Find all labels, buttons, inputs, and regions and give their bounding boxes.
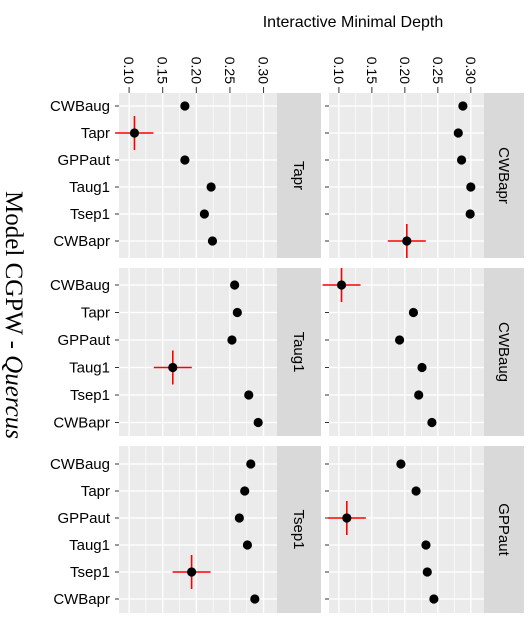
data-point [422,567,432,577]
data-point [129,128,140,138]
data-point [242,540,253,550]
data-point [230,280,240,290]
data-point [429,594,439,604]
figure-title: Model CGPW - Quercus [0,191,27,439]
facet-strip [484,446,524,613]
data-point [180,101,190,111]
category-label: GPPaut [57,510,110,527]
data-point [458,101,468,111]
data-point [453,128,463,138]
category-label: Tapr [81,305,110,322]
category-label: CWBaug [50,277,110,294]
data-point [427,417,437,428]
data-point [244,390,254,400]
figure-title-text: Model CGPW - [0,191,27,355]
data-point [336,280,347,290]
category-label: Taug1 [69,360,110,377]
data-point [250,594,260,604]
facet-strip-label: CWBapr [495,147,512,204]
data-point [232,307,242,318]
facet-strip-label: Taug1 [290,332,307,373]
data-point [240,486,250,496]
category-label: CWBaug [50,456,110,473]
category-label: Tsep1 [70,564,110,581]
data-point [465,209,475,219]
data-point [234,513,244,523]
facet-panel-cwbaug: CWBaug [322,268,524,436]
category-label: Taug1 [69,179,110,196]
category-label: CWBapr [53,233,110,250]
category-label: Tapr [81,483,110,500]
facet-panel-tapr: CWBaug Tapr GPPaut Taug1 Tsep1 CWBapr Tapr [50,93,321,258]
category-label: CWBaug [50,98,110,115]
facet-strip-label: Tapr [290,161,307,190]
panel-background [119,268,277,436]
data-point [168,362,178,373]
x-tick-label: 0.15 [155,57,171,84]
x-tick-label: 0.30 [256,57,272,84]
data-point [396,459,406,469]
facet-panel-gppaut: GPPaut [325,446,524,613]
data-point [456,155,467,165]
facet-strip [484,93,524,258]
data-point [417,362,427,373]
category-label: CWBapr [53,415,110,432]
data-point [206,182,216,192]
x-axis-title: Interactive Minimal Depth [263,14,444,31]
facet-strip [277,93,321,258]
data-point [180,155,190,165]
facet-strip-label: CWBaug [495,322,512,382]
facet-strip [277,446,321,613]
data-point [227,335,237,345]
category-label: Taug1 [69,537,110,554]
data-point [253,417,263,428]
panel-background [119,446,277,613]
data-point [414,390,424,400]
x-tick-label: 0.20 [188,57,204,84]
panel-background [119,93,277,258]
data-point [411,486,421,496]
facet-strip-label: Tsep1 [290,509,307,549]
data-point [408,307,419,318]
category-label: GPPaut [57,152,110,169]
data-point [394,335,405,345]
category-label: CWBapr [53,591,110,608]
facet-panel-cwbapr: CWBapr [325,93,524,258]
data-point [246,459,256,469]
data-point [466,182,476,192]
x-tick-label: 0.25 [430,57,446,84]
category-label: GPPaut [57,332,110,349]
category-label: Tsep1 [70,206,110,223]
x-tick-label: 0.10 [121,57,137,84]
facet-strip [277,268,321,436]
x-tick-label: 0.15 [364,57,380,84]
data-point [402,236,412,246]
x-tick-label: 0.10 [331,57,347,84]
x-tick-label: 0.30 [463,57,479,84]
data-point [207,236,218,246]
facet-strip [484,268,524,436]
data-point [187,567,197,577]
category-label: Tapr [81,125,110,142]
data-point [421,540,431,550]
x-tick-label: 0.20 [397,57,413,84]
panel-background [329,268,484,436]
panel-background [329,446,484,613]
facet-panel-taug1: CWBaug Tapr GPPaut Taug1 Tsep1 CWBapr Taug1 [50,268,321,436]
facet-strip-label: GPPaut [495,503,512,556]
facet-panel-tsep1: CWBaug Tapr GPPaut Taug1 Tsep1 CWBapr Tsep1 [50,446,321,613]
category-label: Tsep1 [70,387,110,404]
figure-title-species: Quercus [0,355,27,439]
data-point [199,209,209,219]
x-tick-label: 0.25 [222,57,238,84]
data-point [342,513,352,523]
